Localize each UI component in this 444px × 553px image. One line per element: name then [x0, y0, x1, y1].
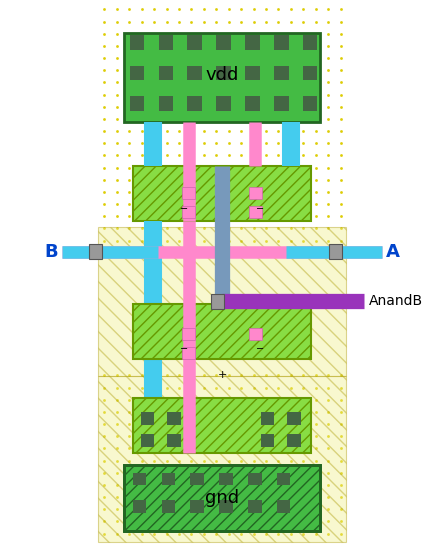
Text: vdd: vdd: [205, 66, 239, 84]
Bar: [162, 500, 175, 513]
Bar: [274, 35, 289, 50]
Bar: [98, 227, 346, 376]
Text: B: B: [44, 243, 58, 260]
Text: −: −: [180, 345, 188, 354]
Text: −: −: [256, 345, 264, 354]
Bar: [219, 500, 233, 513]
Bar: [98, 376, 346, 542]
Bar: [249, 328, 262, 340]
Bar: [130, 96, 144, 111]
Bar: [130, 66, 144, 80]
Bar: [245, 96, 260, 111]
Bar: [245, 66, 260, 80]
Bar: [216, 35, 231, 50]
Bar: [216, 96, 231, 111]
Bar: [159, 96, 173, 111]
Bar: [277, 473, 290, 485]
Bar: [182, 347, 195, 359]
Bar: [274, 66, 289, 80]
Bar: [159, 35, 173, 50]
Text: −: −: [180, 204, 188, 214]
Bar: [261, 434, 274, 447]
Bar: [248, 473, 262, 485]
Bar: [261, 412, 274, 425]
Bar: [124, 465, 320, 531]
Bar: [167, 434, 181, 447]
Bar: [130, 35, 144, 50]
Bar: [182, 328, 195, 340]
Bar: [216, 66, 231, 80]
Text: +: +: [217, 370, 227, 380]
Bar: [303, 66, 317, 80]
Bar: [133, 398, 311, 453]
Bar: [287, 434, 301, 447]
Text: AnandB: AnandB: [369, 294, 423, 309]
Bar: [187, 66, 202, 80]
Bar: [124, 33, 320, 122]
Text: gnd: gnd: [205, 489, 239, 507]
Bar: [277, 500, 290, 513]
Text: −: −: [256, 204, 264, 214]
Bar: [249, 206, 262, 218]
Bar: [190, 500, 204, 513]
Bar: [133, 304, 311, 359]
Bar: [303, 96, 317, 111]
Bar: [211, 294, 224, 309]
Bar: [274, 96, 289, 111]
Bar: [133, 500, 146, 513]
Bar: [187, 35, 202, 50]
Text: A: A: [386, 243, 400, 260]
Bar: [133, 166, 311, 221]
Bar: [182, 206, 195, 218]
Bar: [167, 412, 181, 425]
Bar: [133, 473, 146, 485]
Bar: [124, 465, 320, 531]
Bar: [141, 412, 154, 425]
Bar: [159, 66, 173, 80]
Bar: [303, 35, 317, 50]
Bar: [182, 187, 195, 199]
Bar: [219, 473, 233, 485]
Bar: [141, 434, 154, 447]
Bar: [187, 96, 202, 111]
Bar: [248, 500, 262, 513]
Bar: [287, 412, 301, 425]
Bar: [245, 35, 260, 50]
Bar: [162, 473, 175, 485]
Bar: [89, 244, 102, 259]
Bar: [329, 244, 342, 259]
Bar: [190, 473, 204, 485]
Bar: [249, 187, 262, 199]
